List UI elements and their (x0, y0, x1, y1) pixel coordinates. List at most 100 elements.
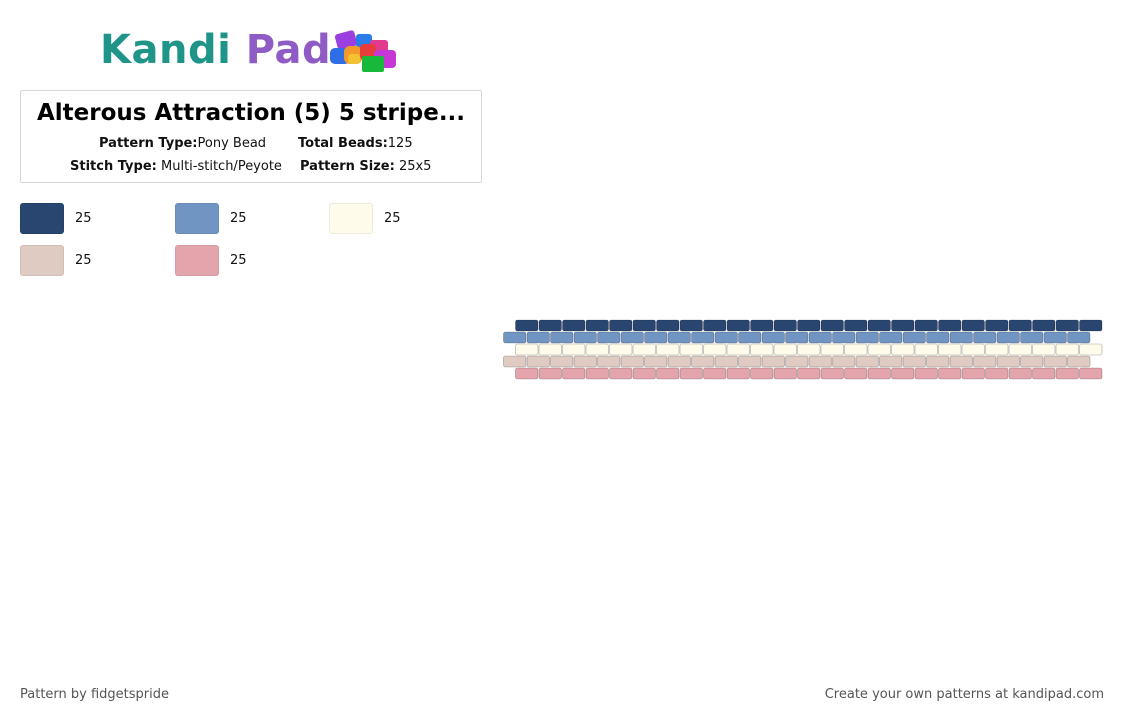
bead (973, 355, 997, 368)
bead (844, 367, 868, 380)
bead-count: 25 (384, 211, 401, 226)
bead (867, 343, 891, 356)
bead (985, 343, 1009, 356)
bead (597, 331, 621, 344)
bead (691, 331, 715, 344)
bead-pattern-grid (503, 319, 1103, 380)
bead (714, 355, 738, 368)
bead (667, 355, 691, 368)
bead (867, 367, 891, 380)
bead (656, 343, 680, 356)
logo-wordmark: Kandi Pad (100, 24, 331, 76)
bead (1020, 355, 1044, 368)
bead (726, 319, 750, 332)
bead-count: 25 (230, 253, 247, 268)
bead (938, 319, 962, 332)
palette-item-3: 25 (329, 203, 401, 234)
palette-item-2: 25 (175, 203, 247, 234)
bead (855, 355, 879, 368)
bead (938, 343, 962, 356)
bead (820, 343, 844, 356)
bead (691, 355, 715, 368)
bead (644, 331, 668, 344)
bead (1032, 367, 1056, 380)
bead (879, 331, 903, 344)
bead (961, 343, 985, 356)
bead (1055, 343, 1079, 356)
bead (1043, 355, 1067, 368)
bead (726, 343, 750, 356)
bead (632, 319, 656, 332)
bead (926, 355, 950, 368)
bead (538, 343, 562, 356)
bead (1008, 319, 1032, 332)
bead (891, 343, 915, 356)
kandipad-promo-link[interactable]: Create your own patterns at kandipad.com (824, 687, 1104, 702)
bead (1020, 331, 1044, 344)
bead (985, 367, 1009, 380)
color-swatch (20, 203, 64, 234)
bead (902, 355, 926, 368)
pattern-type: Pattern Type:Pony Bead (99, 136, 266, 152)
bead (1043, 331, 1067, 344)
logo-word-pad: Pad (245, 27, 332, 73)
bead (961, 367, 985, 380)
bead (761, 331, 785, 344)
color-swatch (175, 203, 219, 234)
bead-count: 25 (75, 211, 92, 226)
bead (679, 319, 703, 332)
bead (750, 343, 774, 356)
bead (961, 319, 985, 332)
bead (1008, 367, 1032, 380)
total-beads-value: 125 (387, 136, 413, 151)
total-beads: Total Beads:125 (298, 136, 413, 152)
bead (761, 355, 785, 368)
bead (703, 367, 727, 380)
bead (573, 355, 597, 368)
bead (620, 355, 644, 368)
bead (515, 343, 539, 356)
bead (750, 319, 774, 332)
bead (526, 331, 550, 344)
bead (808, 355, 832, 368)
bead (1032, 343, 1056, 356)
bead (667, 331, 691, 344)
bead (832, 355, 856, 368)
bead (1079, 367, 1103, 380)
bead (879, 355, 903, 368)
color-swatch (329, 203, 373, 234)
bead (703, 343, 727, 356)
bead (914, 319, 938, 332)
bead (562, 343, 586, 356)
kandi-pad-logo[interactable]: Kandi Pad (100, 24, 410, 80)
bead (949, 331, 973, 344)
pattern-type-value: Pony Bead (197, 136, 267, 151)
palette-item-1: 25 (20, 203, 92, 234)
logo-word-kandi: Kandi (100, 27, 232, 73)
bead (996, 355, 1020, 368)
bead (1055, 319, 1079, 332)
bead (785, 331, 809, 344)
bead (797, 367, 821, 380)
bead (926, 331, 950, 344)
bead (515, 319, 539, 332)
bead (738, 355, 762, 368)
bead (609, 319, 633, 332)
bead (1008, 343, 1032, 356)
bead (726, 367, 750, 380)
pattern-title: Alterous Attraction (5) 5 stripe... (36, 100, 466, 126)
color-swatch (175, 245, 219, 276)
bead-count: 25 (75, 253, 92, 268)
bead (844, 343, 868, 356)
bead (891, 319, 915, 332)
bead (585, 343, 609, 356)
bead (538, 319, 562, 332)
bead (750, 367, 774, 380)
bead (656, 319, 680, 332)
total-beads-label: Total Beads: (298, 136, 388, 151)
stitch-type: Stitch Type: Multi-stitch/Peyote (70, 159, 282, 175)
pattern-credit: Pattern by fidgetspride (20, 687, 169, 702)
bead (585, 319, 609, 332)
palette-item-4: 25 (20, 245, 92, 276)
bead (609, 343, 633, 356)
